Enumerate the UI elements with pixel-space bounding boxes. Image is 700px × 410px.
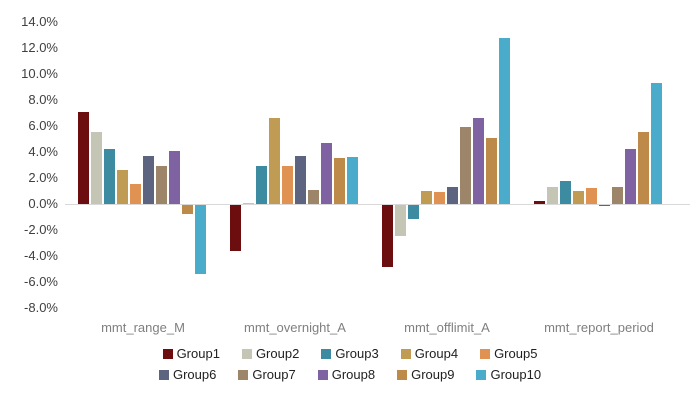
bar-group2-mmt_report_period: [547, 187, 558, 204]
bar-group9-mmt_range_M: [182, 205, 193, 214]
bar-group10-mmt_report_period: [651, 83, 662, 204]
bar-group9-mmt_report_period: [638, 132, 649, 204]
legend-swatch-icon: [400, 348, 411, 359]
legend-item-group4: Group4: [400, 346, 459, 361]
bar-group3-mmt_overnight_A: [256, 166, 267, 204]
legend-swatch-icon: [317, 369, 328, 380]
bar-group1-mmt_offlimit_A: [382, 205, 393, 267]
bar-group8-mmt_offlimit_A: [473, 118, 484, 204]
bar-group8-mmt_report_period: [625, 149, 636, 204]
legend-swatch-icon: [397, 369, 408, 380]
x-category-label: mmt_overnight_A: [244, 320, 346, 335]
bar-group9-mmt_overnight_A: [334, 158, 345, 204]
legend-swatch-icon: [480, 348, 491, 359]
legend-swatch-icon: [238, 369, 249, 380]
legend-item-group1: Group1: [162, 346, 220, 361]
bar-group3-mmt_report_period: [560, 181, 571, 204]
bar-group2-mmt_range_M: [91, 132, 102, 204]
bar-group6-mmt_report_period: [599, 205, 610, 206]
y-tick-label: 10.0%: [21, 66, 58, 81]
y-tick-label: 14.0%: [21, 14, 58, 29]
legend-label: Group2: [255, 346, 300, 361]
x-category-label: mmt_report_period: [544, 320, 654, 335]
y-tick-label: -4.0%: [24, 248, 58, 263]
legend-label: Group10: [490, 367, 542, 382]
y-tick-label: 8.0%: [28, 92, 58, 107]
legend-swatch-icon: [162, 348, 173, 359]
legend: Group1 Group2 Group3 Group4 Group5 Group6 Grou…: [0, 346, 700, 382]
legend-label: Group3: [335, 346, 379, 361]
legend-label: Group6: [172, 367, 217, 382]
bar-group7-mmt_offlimit_A: [460, 127, 471, 204]
y-tick-label: -6.0%: [24, 274, 58, 289]
bar-group1-mmt_report_period: [534, 201, 545, 204]
bar-group7-mmt_range_M: [156, 166, 167, 204]
legend-label: Group1: [176, 346, 220, 361]
y-tick-label: 6.0%: [28, 118, 58, 133]
bar-group2-mmt_overnight_A: [243, 203, 254, 204]
legend-label: Group4: [414, 346, 459, 361]
y-tick-label: 4.0%: [28, 144, 58, 159]
legend-item-group6: Group6: [158, 367, 217, 382]
bar-group3-mmt_offlimit_A: [408, 205, 419, 219]
legend-label: Group7: [252, 367, 296, 382]
legend-row: Group6 Group7 Group8 Group9 Group10: [158, 367, 541, 382]
bar-group5-mmt_report_period: [586, 188, 597, 204]
bar-group5-mmt_offlimit_A: [434, 192, 445, 204]
y-tick-label: -8.0%: [24, 300, 58, 315]
x-category-label: mmt_range_M: [101, 320, 185, 335]
bar-group5-mmt_range_M: [130, 184, 141, 204]
legend-item-group5: Group5: [480, 346, 537, 361]
bar-group6-mmt_range_M: [143, 156, 154, 204]
x-category-label: mmt_offlimit_A: [404, 320, 490, 335]
legend-label: Group9: [411, 367, 455, 382]
bar-group7-mmt_overnight_A: [308, 190, 319, 204]
y-tick-label: 12.0%: [21, 40, 58, 55]
bar-group2-mmt_offlimit_A: [395, 205, 406, 236]
legend-row: Group1 Group2 Group3 Group4 Group5: [162, 346, 537, 361]
bar-group3-mmt_range_M: [104, 149, 115, 204]
legend-label: Group5: [494, 346, 538, 361]
legend-item-group9: Group9: [397, 367, 454, 382]
legend-item-group8: Group8: [317, 367, 376, 382]
y-tick-label: 0.0%: [28, 196, 58, 211]
bar-group5-mmt_overnight_A: [282, 166, 293, 204]
bar-group6-mmt_offlimit_A: [447, 187, 458, 204]
legend-swatch-icon: [158, 369, 169, 380]
legend-swatch-icon: [476, 369, 487, 380]
bar-group7-mmt_report_period: [612, 187, 623, 204]
bar-group6-mmt_overnight_A: [295, 156, 306, 204]
bar-group1-mmt_range_M: [78, 112, 89, 204]
bar-group8-mmt_range_M: [169, 151, 180, 204]
y-tick-label: -2.0%: [24, 222, 58, 237]
legend-item-group3: Group3: [321, 346, 379, 361]
bar-group10-mmt_offlimit_A: [499, 38, 510, 204]
legend-item-group10: Group10: [476, 367, 541, 382]
bar-group10-mmt_range_M: [195, 205, 206, 274]
bar-group4-mmt_offlimit_A: [421, 191, 432, 204]
y-tick-label: 2.0%: [28, 170, 58, 185]
legend-item-group2: Group2: [241, 346, 300, 361]
legend-swatch-icon: [241, 348, 252, 359]
bar-group1-mmt_overnight_A: [230, 205, 241, 251]
bar-group4-mmt_overnight_A: [269, 118, 280, 204]
legend-label: Group8: [331, 367, 376, 382]
bar-group8-mmt_overnight_A: [321, 143, 332, 204]
bar-group9-mmt_offlimit_A: [486, 138, 497, 204]
legend-swatch-icon: [321, 348, 332, 359]
legend-item-group7: Group7: [238, 367, 296, 382]
bar-group10-mmt_overnight_A: [347, 157, 358, 204]
bar-group4-mmt_range_M: [117, 170, 128, 204]
zero-axis-line: [65, 204, 690, 205]
bar-group4-mmt_report_period: [573, 191, 584, 204]
